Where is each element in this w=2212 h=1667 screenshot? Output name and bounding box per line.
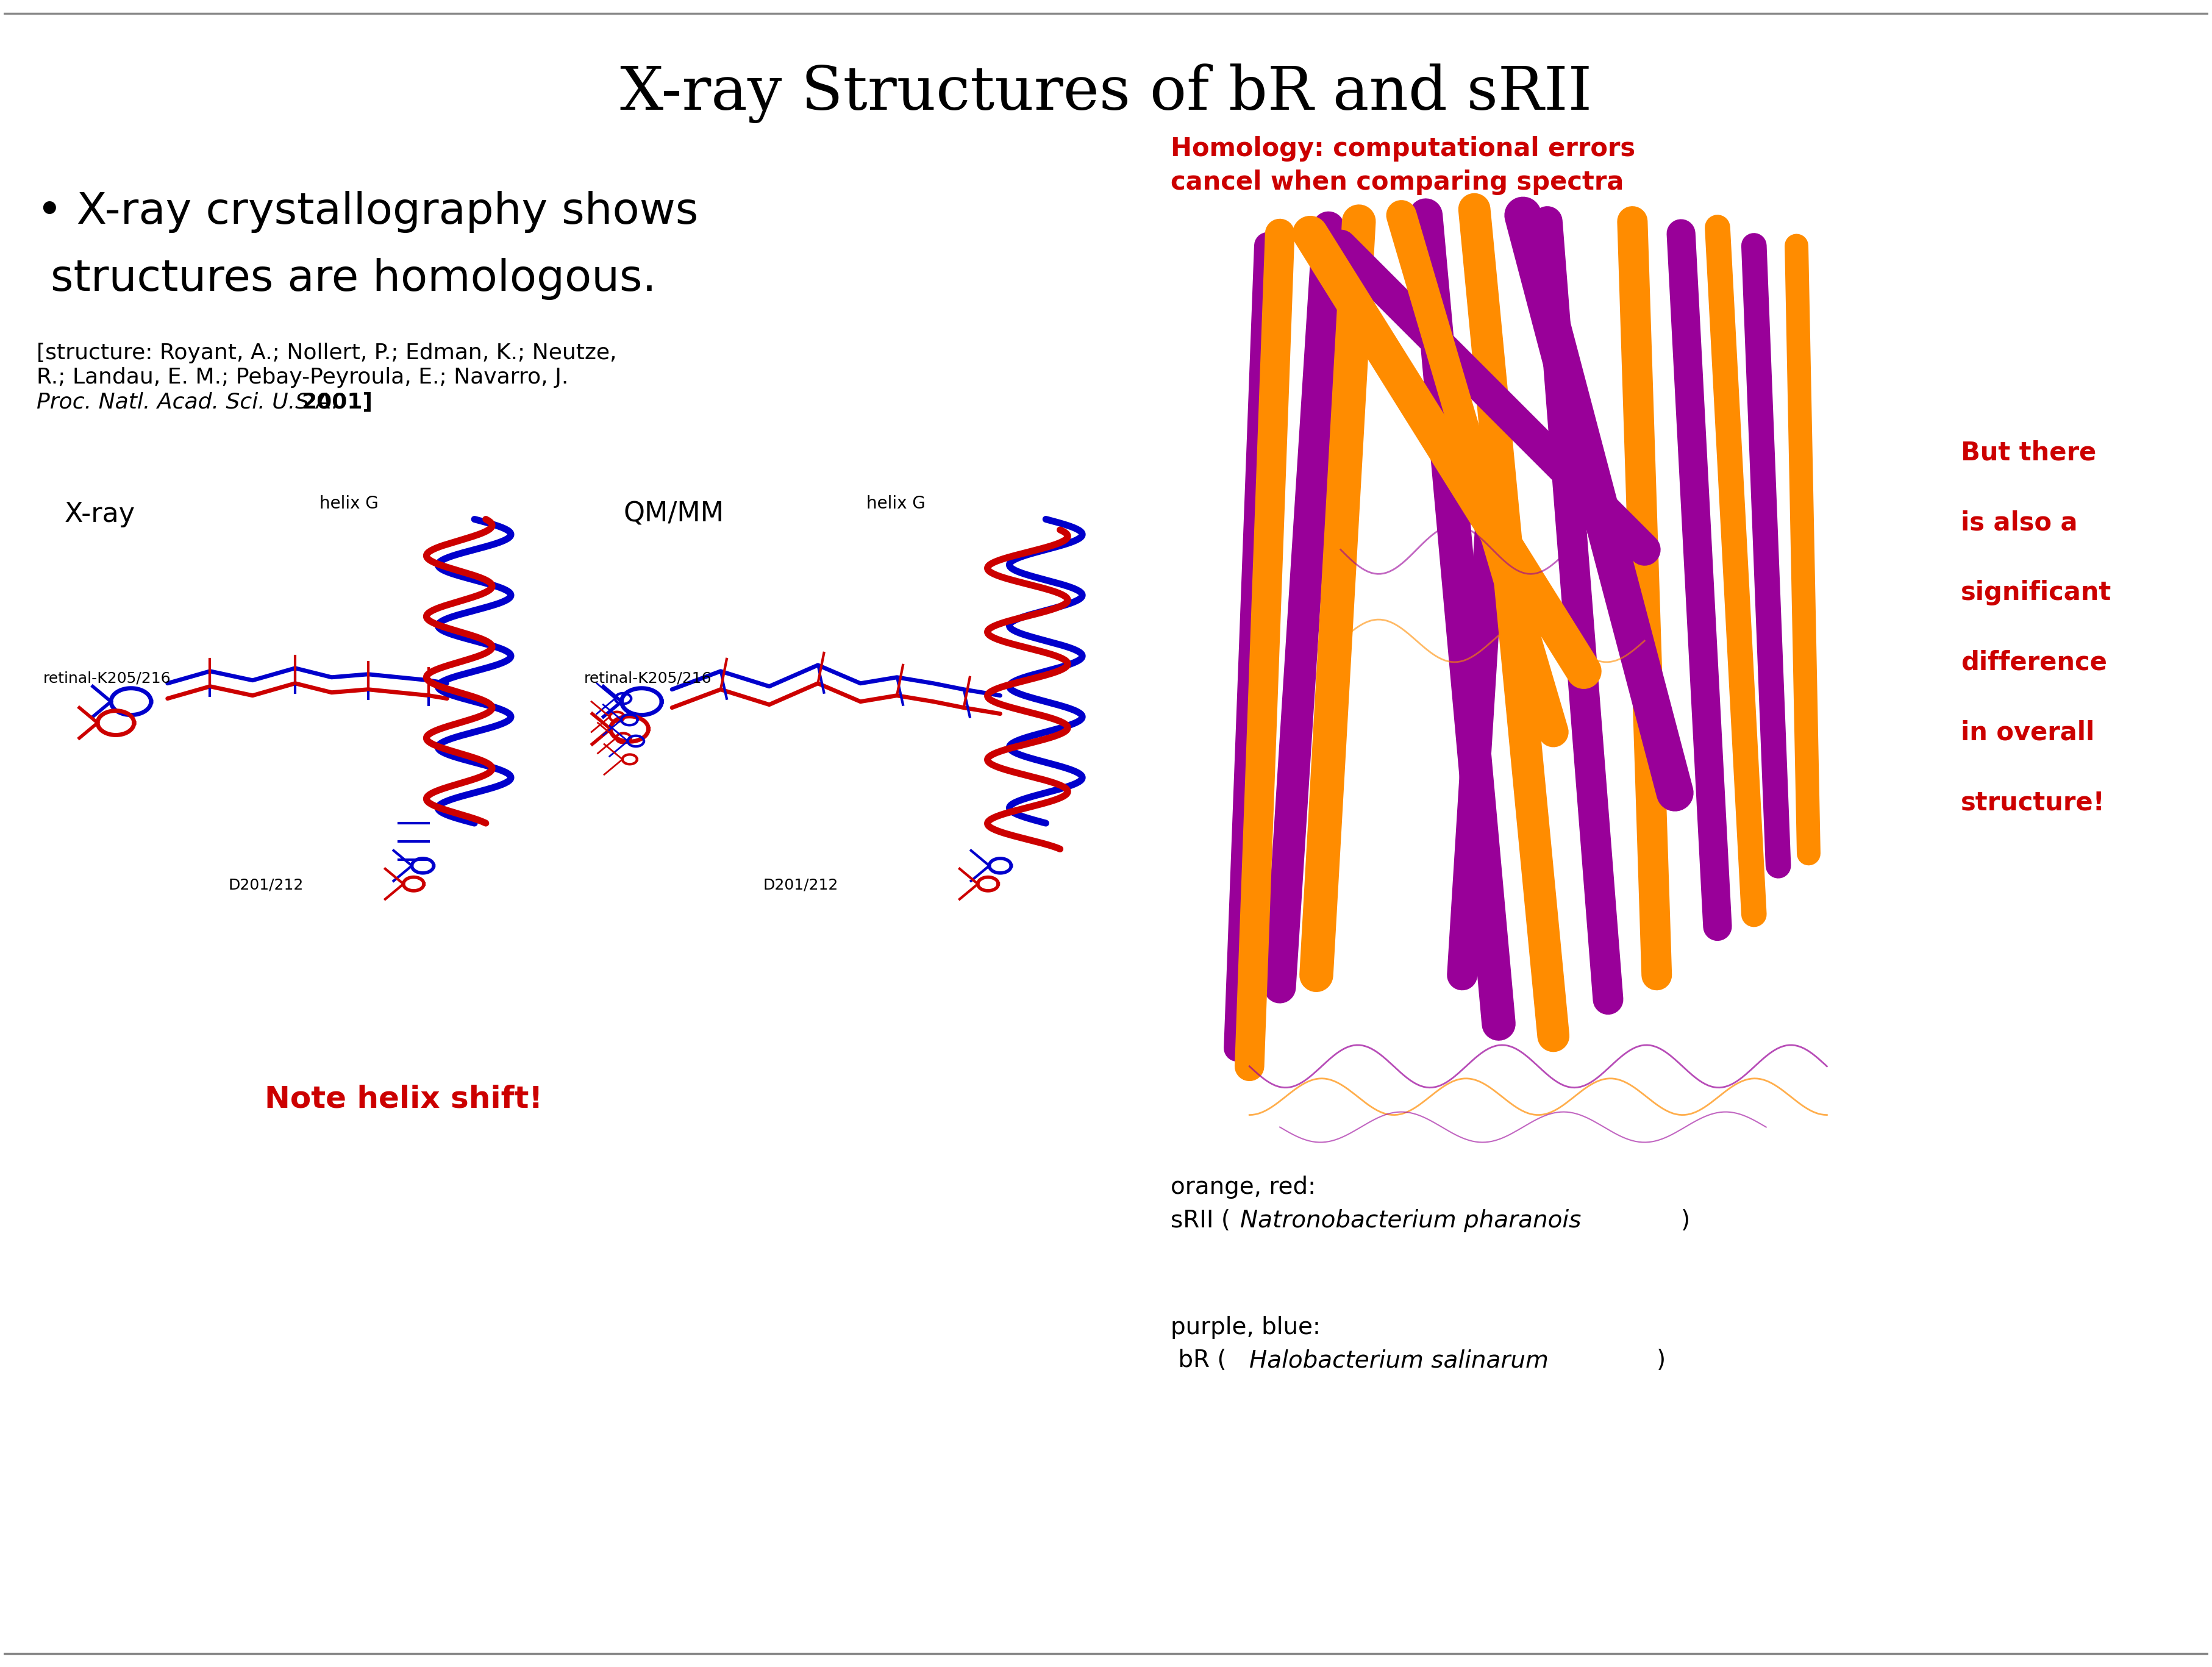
Text: retinal-K205/216: retinal-K205/216 — [584, 672, 712, 685]
Text: Proc. Natl. Acad. Sci. U.S.A.: Proc. Natl. Acad. Sci. U.S.A. — [38, 392, 345, 412]
Text: bR (: bR ( — [1170, 1349, 1225, 1372]
Text: 2001]: 2001] — [301, 392, 372, 412]
Text: Note helix shift!: Note helix shift! — [265, 1085, 542, 1114]
Text: helix G: helix G — [319, 495, 378, 512]
Text: [structure: Royant, A.; Nollert, P.; Edman, K.; Neutze,: [structure: Royant, A.; Nollert, P.; Edm… — [38, 343, 617, 363]
Text: R.; Landau, E. M.; Pebay-Peyroula, E.; Navarro, J.: R.; Landau, E. M.; Pebay-Peyroula, E.; N… — [38, 367, 568, 388]
Text: X-ray Structures of bR and sRII: X-ray Structures of bR and sRII — [619, 63, 1593, 123]
Text: D201/212: D201/212 — [228, 879, 303, 892]
Text: orange, red:: orange, red: — [1170, 1175, 1316, 1199]
Text: structures are homologous.: structures are homologous. — [38, 258, 657, 300]
Text: D201/212: D201/212 — [763, 879, 838, 892]
Text: sRII (: sRII ( — [1170, 1209, 1230, 1232]
Text: ): ) — [1657, 1349, 1666, 1372]
Text: purple, blue:: purple, blue: — [1170, 1315, 1321, 1339]
Text: significant: significant — [1960, 580, 2112, 605]
Text: in overall: in overall — [1960, 720, 2095, 745]
Text: ): ) — [1681, 1209, 1690, 1232]
Text: Homology: computational errors: Homology: computational errors — [1170, 137, 1635, 162]
Text: retinal-K205/216: retinal-K205/216 — [42, 672, 170, 685]
Text: Natronobacterium pharanois: Natronobacterium pharanois — [1241, 1209, 1582, 1232]
Text: helix G: helix G — [867, 495, 925, 512]
Text: structure!: structure! — [1960, 790, 2106, 815]
Text: difference: difference — [1960, 650, 2106, 675]
Text: X-ray: X-ray — [64, 502, 135, 527]
Text: • X-ray crystallography shows: • X-ray crystallography shows — [38, 192, 699, 233]
Text: Halobacterium salinarum: Halobacterium salinarum — [1250, 1349, 1548, 1372]
Text: is also a: is also a — [1960, 510, 2077, 535]
Text: But there: But there — [1960, 440, 2097, 465]
Text: cancel when comparing spectra: cancel when comparing spectra — [1170, 170, 1624, 195]
Text: QM/MM: QM/MM — [624, 502, 723, 527]
